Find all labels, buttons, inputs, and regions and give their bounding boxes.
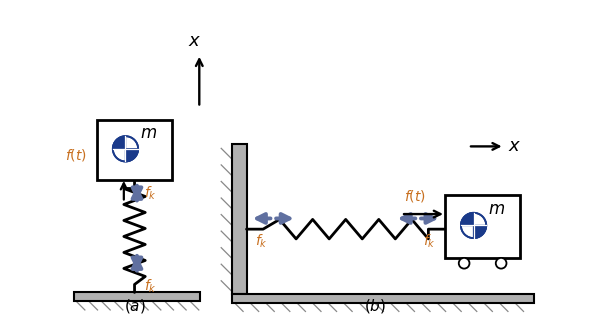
Polygon shape bbox=[113, 136, 125, 149]
Polygon shape bbox=[474, 225, 486, 238]
Text: $m$: $m$ bbox=[140, 125, 157, 141]
Circle shape bbox=[459, 258, 469, 269]
Text: $x$: $x$ bbox=[188, 33, 201, 51]
Text: $f(t)$: $f(t)$ bbox=[65, 147, 87, 163]
Circle shape bbox=[113, 136, 138, 162]
Text: $f_k$: $f_k$ bbox=[255, 233, 268, 251]
Text: $(a)$: $(a)$ bbox=[123, 297, 145, 315]
Text: $f_k$: $f_k$ bbox=[144, 185, 157, 202]
Text: $m$: $m$ bbox=[488, 201, 505, 217]
Bar bbox=[445, 195, 520, 258]
Circle shape bbox=[495, 258, 506, 269]
Text: $x$: $x$ bbox=[508, 137, 522, 156]
Polygon shape bbox=[125, 149, 138, 162]
Text: $f_k$: $f_k$ bbox=[144, 277, 157, 295]
Circle shape bbox=[461, 213, 486, 238]
Text: $(b)$: $(b)$ bbox=[364, 297, 387, 315]
Bar bbox=[97, 119, 172, 180]
Bar bbox=[74, 292, 200, 301]
Bar bbox=[232, 294, 534, 303]
Polygon shape bbox=[461, 213, 474, 225]
Bar bbox=[232, 144, 246, 294]
Text: $f_k$: $f_k$ bbox=[424, 233, 436, 251]
Text: $f(t)$: $f(t)$ bbox=[404, 188, 425, 204]
